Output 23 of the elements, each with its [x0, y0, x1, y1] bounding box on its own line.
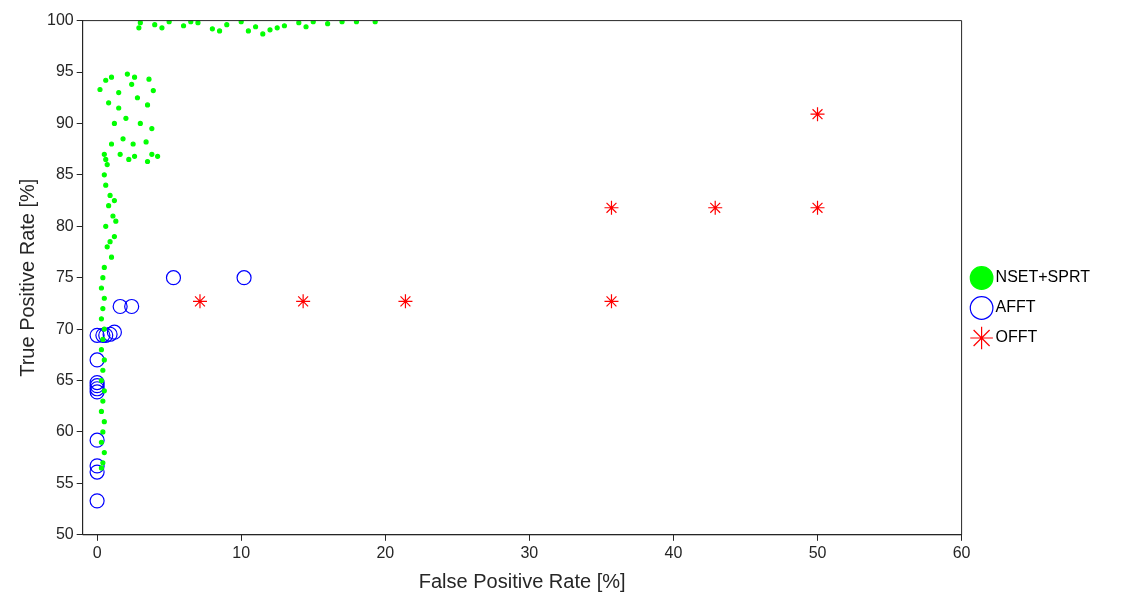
y-tick-label: 90: [55, 113, 74, 131]
y-tick-label: 80: [55, 216, 74, 234]
x-tick-label: 0: [92, 543, 102, 561]
y-tick-label: 100: [46, 11, 74, 29]
y-tick-label: 75: [55, 268, 74, 286]
y-tick-label: 60: [55, 422, 74, 440]
x-tick-label: 40: [664, 543, 683, 561]
x-tick-label: 10: [232, 543, 251, 561]
x-tick-label: 60: [952, 543, 971, 561]
y-tick-label: 85: [55, 165, 74, 183]
y-tick-label: 95: [55, 62, 74, 80]
legend-label: AFFT: [995, 298, 1036, 316]
x-axis-title: False Positive Rate [%]: [418, 569, 626, 592]
legend-label: NSET+SPRT: [995, 268, 1091, 286]
x-tick-label: 20: [376, 543, 395, 561]
y-tick-label: 50: [55, 525, 74, 543]
y-tick-label: 70: [55, 319, 74, 337]
x-tick-label: 50: [808, 543, 827, 561]
legend-label: OFFT: [995, 328, 1038, 346]
y-tick-label: 65: [55, 370, 74, 388]
x-tick-label: 30: [520, 543, 539, 561]
y-tick-label: 55: [55, 473, 74, 491]
y-axis-title: True Positive Rate [%]: [15, 178, 38, 377]
